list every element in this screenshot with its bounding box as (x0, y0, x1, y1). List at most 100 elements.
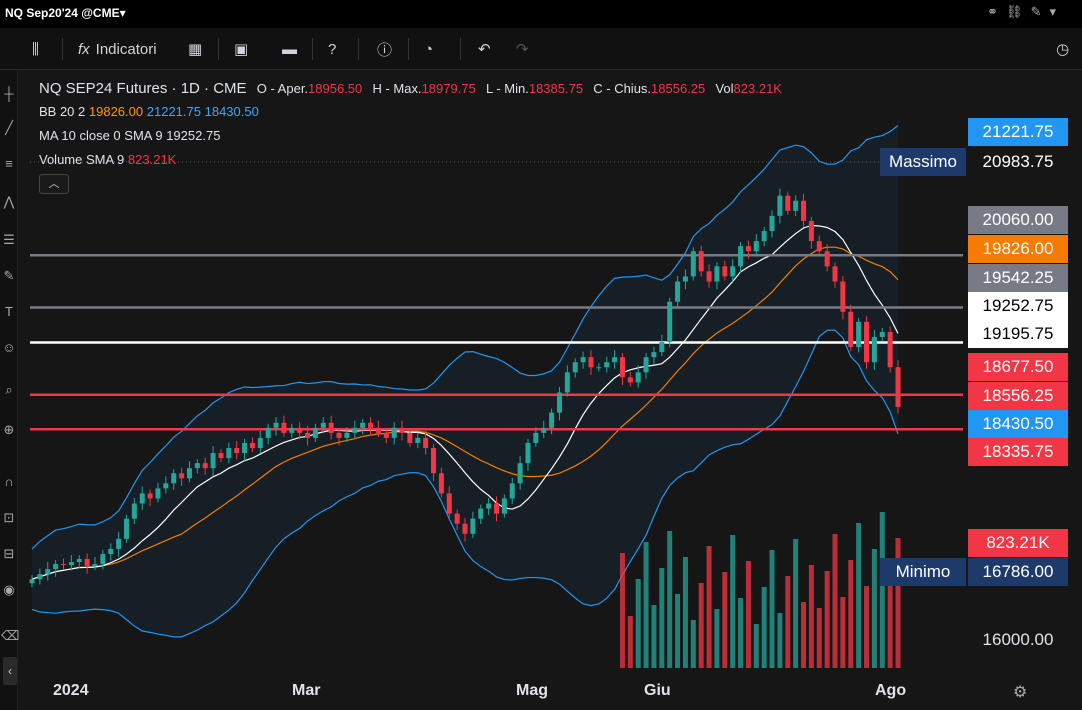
brush-icon[interactable]: ✎ (3, 268, 15, 283)
templates-icon[interactable]: ▦ (188, 41, 203, 58)
price-label: 20060.00 (968, 206, 1068, 234)
volume-bar (659, 568, 665, 668)
pin-icon[interactable]: ✎ (1030, 4, 1042, 19)
candle-body (399, 427, 405, 433)
volume-bar (895, 538, 901, 668)
volume-bar (706, 546, 712, 668)
price-label: 16000.00 (968, 626, 1068, 654)
candle-body (777, 195, 783, 216)
folder-icon[interactable]: ▬ (282, 40, 297, 58)
candle-body (37, 574, 43, 580)
candle-body (619, 357, 625, 378)
candle-body (336, 432, 342, 438)
candle-body (698, 251, 704, 272)
ma-line (31, 224, 899, 580)
volume-bar (801, 602, 807, 668)
pattern-icon[interactable]: ⋀ (3, 194, 15, 209)
candle-body (643, 357, 649, 373)
trendline-icon[interactable]: ╱ (5, 120, 13, 135)
candle-body (517, 463, 523, 484)
save-icon[interactable]: ▣ (234, 41, 249, 58)
candle-body (375, 427, 381, 433)
volume-bar (793, 539, 799, 668)
volume-bar (769, 550, 775, 668)
redo-icon[interactable]: ↷ (516, 41, 529, 58)
volume-bar (824, 571, 830, 668)
open-value: 18956.50 (308, 81, 363, 96)
candle-body (745, 246, 751, 252)
fib-icon[interactable]: ☰ (3, 232, 15, 247)
magnet-icon[interactable]: ∩ (4, 474, 14, 489)
collapse-toolbar-button[interactable]: ‹ (3, 657, 17, 685)
volume-bar (619, 553, 625, 668)
candle-body (249, 442, 255, 449)
price-label: 19252.75 (968, 292, 1068, 320)
candle-body (580, 357, 586, 363)
lock-all-icon[interactable]: ⊟ (3, 546, 15, 561)
legend-main: NQ SEP24 Futures · 1D · CME O - Aper.189… (39, 80, 782, 97)
high-label: H - Max. (372, 81, 422, 96)
candle-body (856, 321, 862, 348)
bb-upper-value: 21221.75 (146, 104, 201, 119)
candle-body (801, 200, 807, 221)
candle-body (438, 473, 444, 494)
bb-lower-line (31, 329, 899, 638)
candle-body (730, 266, 736, 277)
clock-icon[interactable]: ◷ (1056, 41, 1070, 58)
lock-icon[interactable]: ⊡ (3, 510, 15, 525)
candle-body (171, 473, 177, 484)
x-label-mag: Mag (516, 682, 548, 699)
info-icon[interactable]: ⓘ (377, 41, 393, 59)
price-label: 823.21K (968, 529, 1068, 557)
indicators-button[interactable]: fx Indicatori (78, 38, 157, 60)
trash-icon[interactable]: ⌫ (1, 628, 20, 643)
candle-body (84, 559, 90, 567)
volume-bar (761, 587, 767, 668)
candle-body (423, 437, 429, 449)
collapse-legend-button[interactable]: ︿ (39, 174, 69, 194)
volume-bar (651, 605, 657, 668)
window-title[interactable]: NQ Sep20'24 @CME▾ (5, 6, 126, 20)
candle-body (202, 463, 208, 469)
emoji-icon[interactable]: ☺ (2, 340, 16, 355)
price-label: 19195.75 (968, 320, 1068, 348)
cursor-icon[interactable]: ┼ (4, 86, 14, 101)
ruler-icon[interactable]: ⌕ (5, 382, 13, 397)
volume-bar (745, 561, 751, 668)
candle-body (273, 422, 279, 428)
symbol-label[interactable]: NQ SEP24 Futures · 1D · CME (39, 80, 247, 97)
volume-bar (667, 531, 673, 668)
candle-body (305, 432, 311, 438)
candle-body (218, 453, 224, 459)
legend-volume-sma[interactable]: Volume SMA 9 823.21K (39, 152, 176, 167)
fx-icon: fx (78, 40, 90, 58)
candle-body (100, 553, 106, 565)
price-label: 19542.25 (968, 264, 1068, 292)
chart-area[interactable]: NQ SEP24 Futures · 1D · CME O - Aper.189… (18, 70, 1082, 710)
replay-icon[interactable]: ◔ (424, 40, 434, 58)
menu-chevron-icon[interactable]: ▾ (1049, 4, 1056, 19)
chain-icon[interactable]: ⛓ (1006, 4, 1023, 19)
x-label-giu: Giu (644, 682, 671, 699)
eye-icon[interactable]: ◉ (3, 582, 15, 597)
zoom-icon[interactable]: ⊕ (3, 422, 15, 437)
link-icon[interactable]: ⚭ (987, 4, 999, 19)
settings-gear-icon[interactable]: ⚙ (1013, 684, 1028, 701)
legend-ma[interactable]: MA 10 close 0 SMA 9 19252.75 (39, 128, 220, 143)
candles-icon[interactable]: ⫼ (32, 40, 39, 58)
volsma-label: Volume SMA 9 (39, 152, 125, 167)
volume-bar (840, 597, 846, 668)
text-icon[interactable]: T (5, 304, 13, 319)
undo-icon[interactable]: ↶ (478, 41, 491, 58)
candle-body (635, 372, 641, 383)
help-icon[interactable]: ? (328, 40, 337, 58)
candle-body (761, 231, 767, 242)
volume-bar (785, 576, 791, 668)
legend-bb[interactable]: BB 20 2 19826.00 21221.75 18430.50 (39, 104, 259, 119)
hlines-icon[interactable]: ≡ (5, 156, 13, 171)
price-label: 16786.00 (968, 558, 1068, 586)
price-chart[interactable] (18, 70, 1082, 710)
candle-body (210, 453, 216, 469)
close-value: 18556.25 (651, 81, 706, 96)
bb-mid-value: 19826.00 (88, 104, 144, 119)
